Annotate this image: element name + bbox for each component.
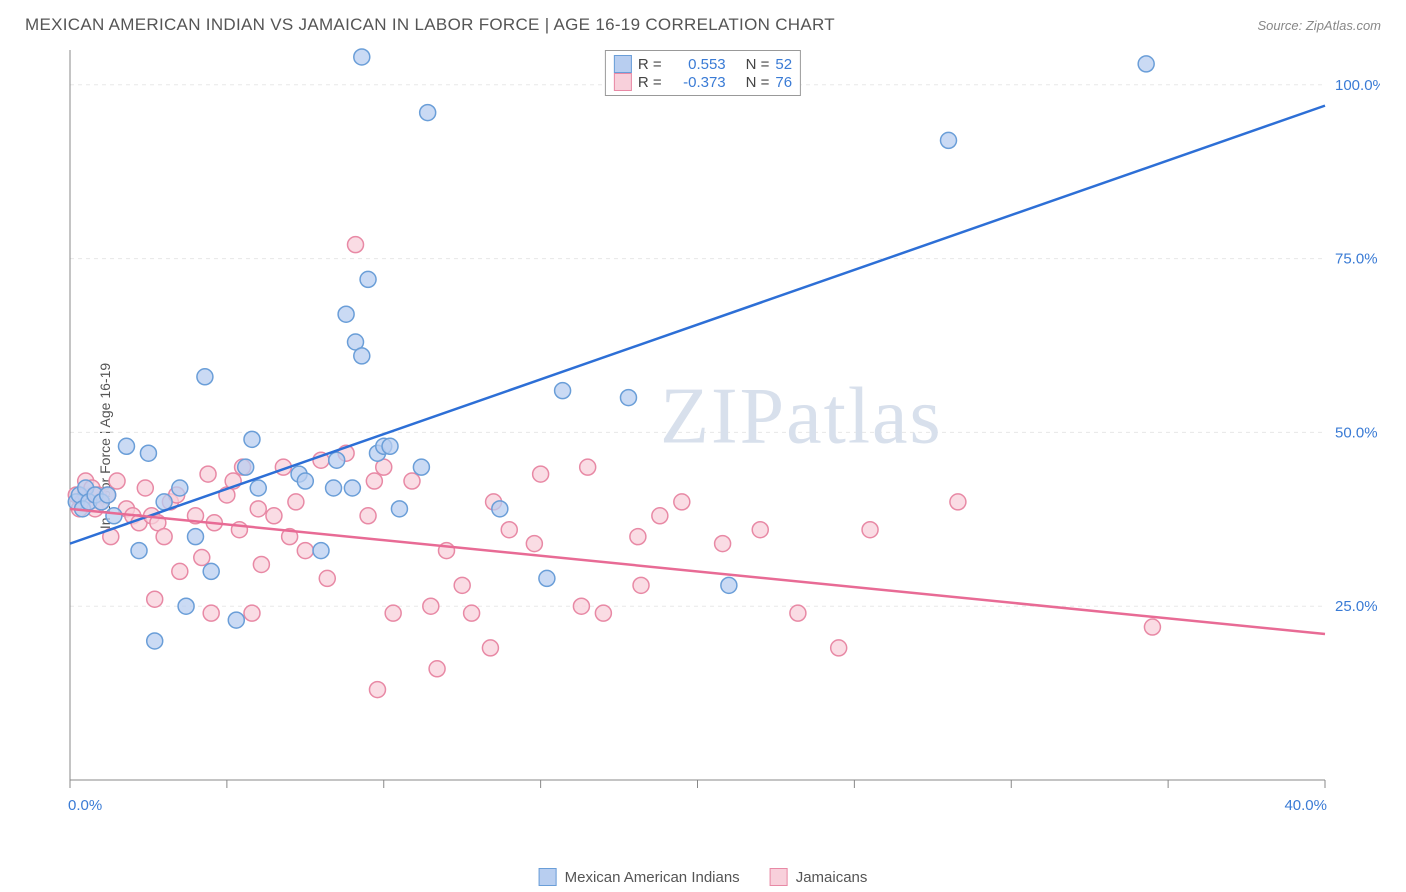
chart-title: MEXICAN AMERICAN INDIAN VS JAMAICAN IN L… [25, 15, 835, 35]
r-label: R = [638, 56, 662, 73]
swatch-series-2 [614, 73, 632, 91]
swatch-series-1 [614, 55, 632, 73]
r-label: R = [638, 74, 662, 91]
chart-svg: 25.0% 50.0% 75.0% 100.0% 0.0% 40.0% [65, 45, 1380, 820]
svg-text:25.0%: 25.0% [1335, 598, 1378, 615]
legend-item-series-1: Mexican American Indians [539, 868, 740, 886]
n-value: 52 [775, 56, 792, 73]
legend-swatch-2 [770, 868, 788, 886]
r-value: -0.373 [668, 74, 726, 91]
n-label: N = [746, 56, 770, 73]
stat-row-series-1: R = 0.553 N = 52 [614, 55, 792, 73]
plot-area: 25.0%50.0%75.0%100.0%0.0%40.0% ZIPatlas [65, 45, 1380, 820]
legend-label: Jamaicans [796, 869, 868, 886]
legend-swatch-1 [539, 868, 557, 886]
n-label: N = [746, 74, 770, 91]
stat-row-series-2: R = -0.373 N = 76 [614, 73, 792, 91]
svg-text:50.0%: 50.0% [1335, 424, 1378, 441]
n-value: 76 [775, 74, 792, 91]
legend-item-series-2: Jamaicans [770, 868, 868, 886]
r-value: 0.553 [668, 56, 726, 73]
legend-label: Mexican American Indians [565, 869, 740, 886]
correlation-stats-box: R = 0.553 N = 52 R = -0.373 N = 76 [605, 50, 801, 96]
svg-text:75.0%: 75.0% [1335, 251, 1378, 268]
svg-text:0.0%: 0.0% [68, 797, 102, 814]
svg-text:100.0%: 100.0% [1335, 77, 1380, 94]
svg-text:40.0%: 40.0% [1284, 797, 1327, 814]
source-label: Source: ZipAtlas.com [1257, 18, 1381, 33]
legend: Mexican American Indians Jamaicans [539, 868, 868, 886]
